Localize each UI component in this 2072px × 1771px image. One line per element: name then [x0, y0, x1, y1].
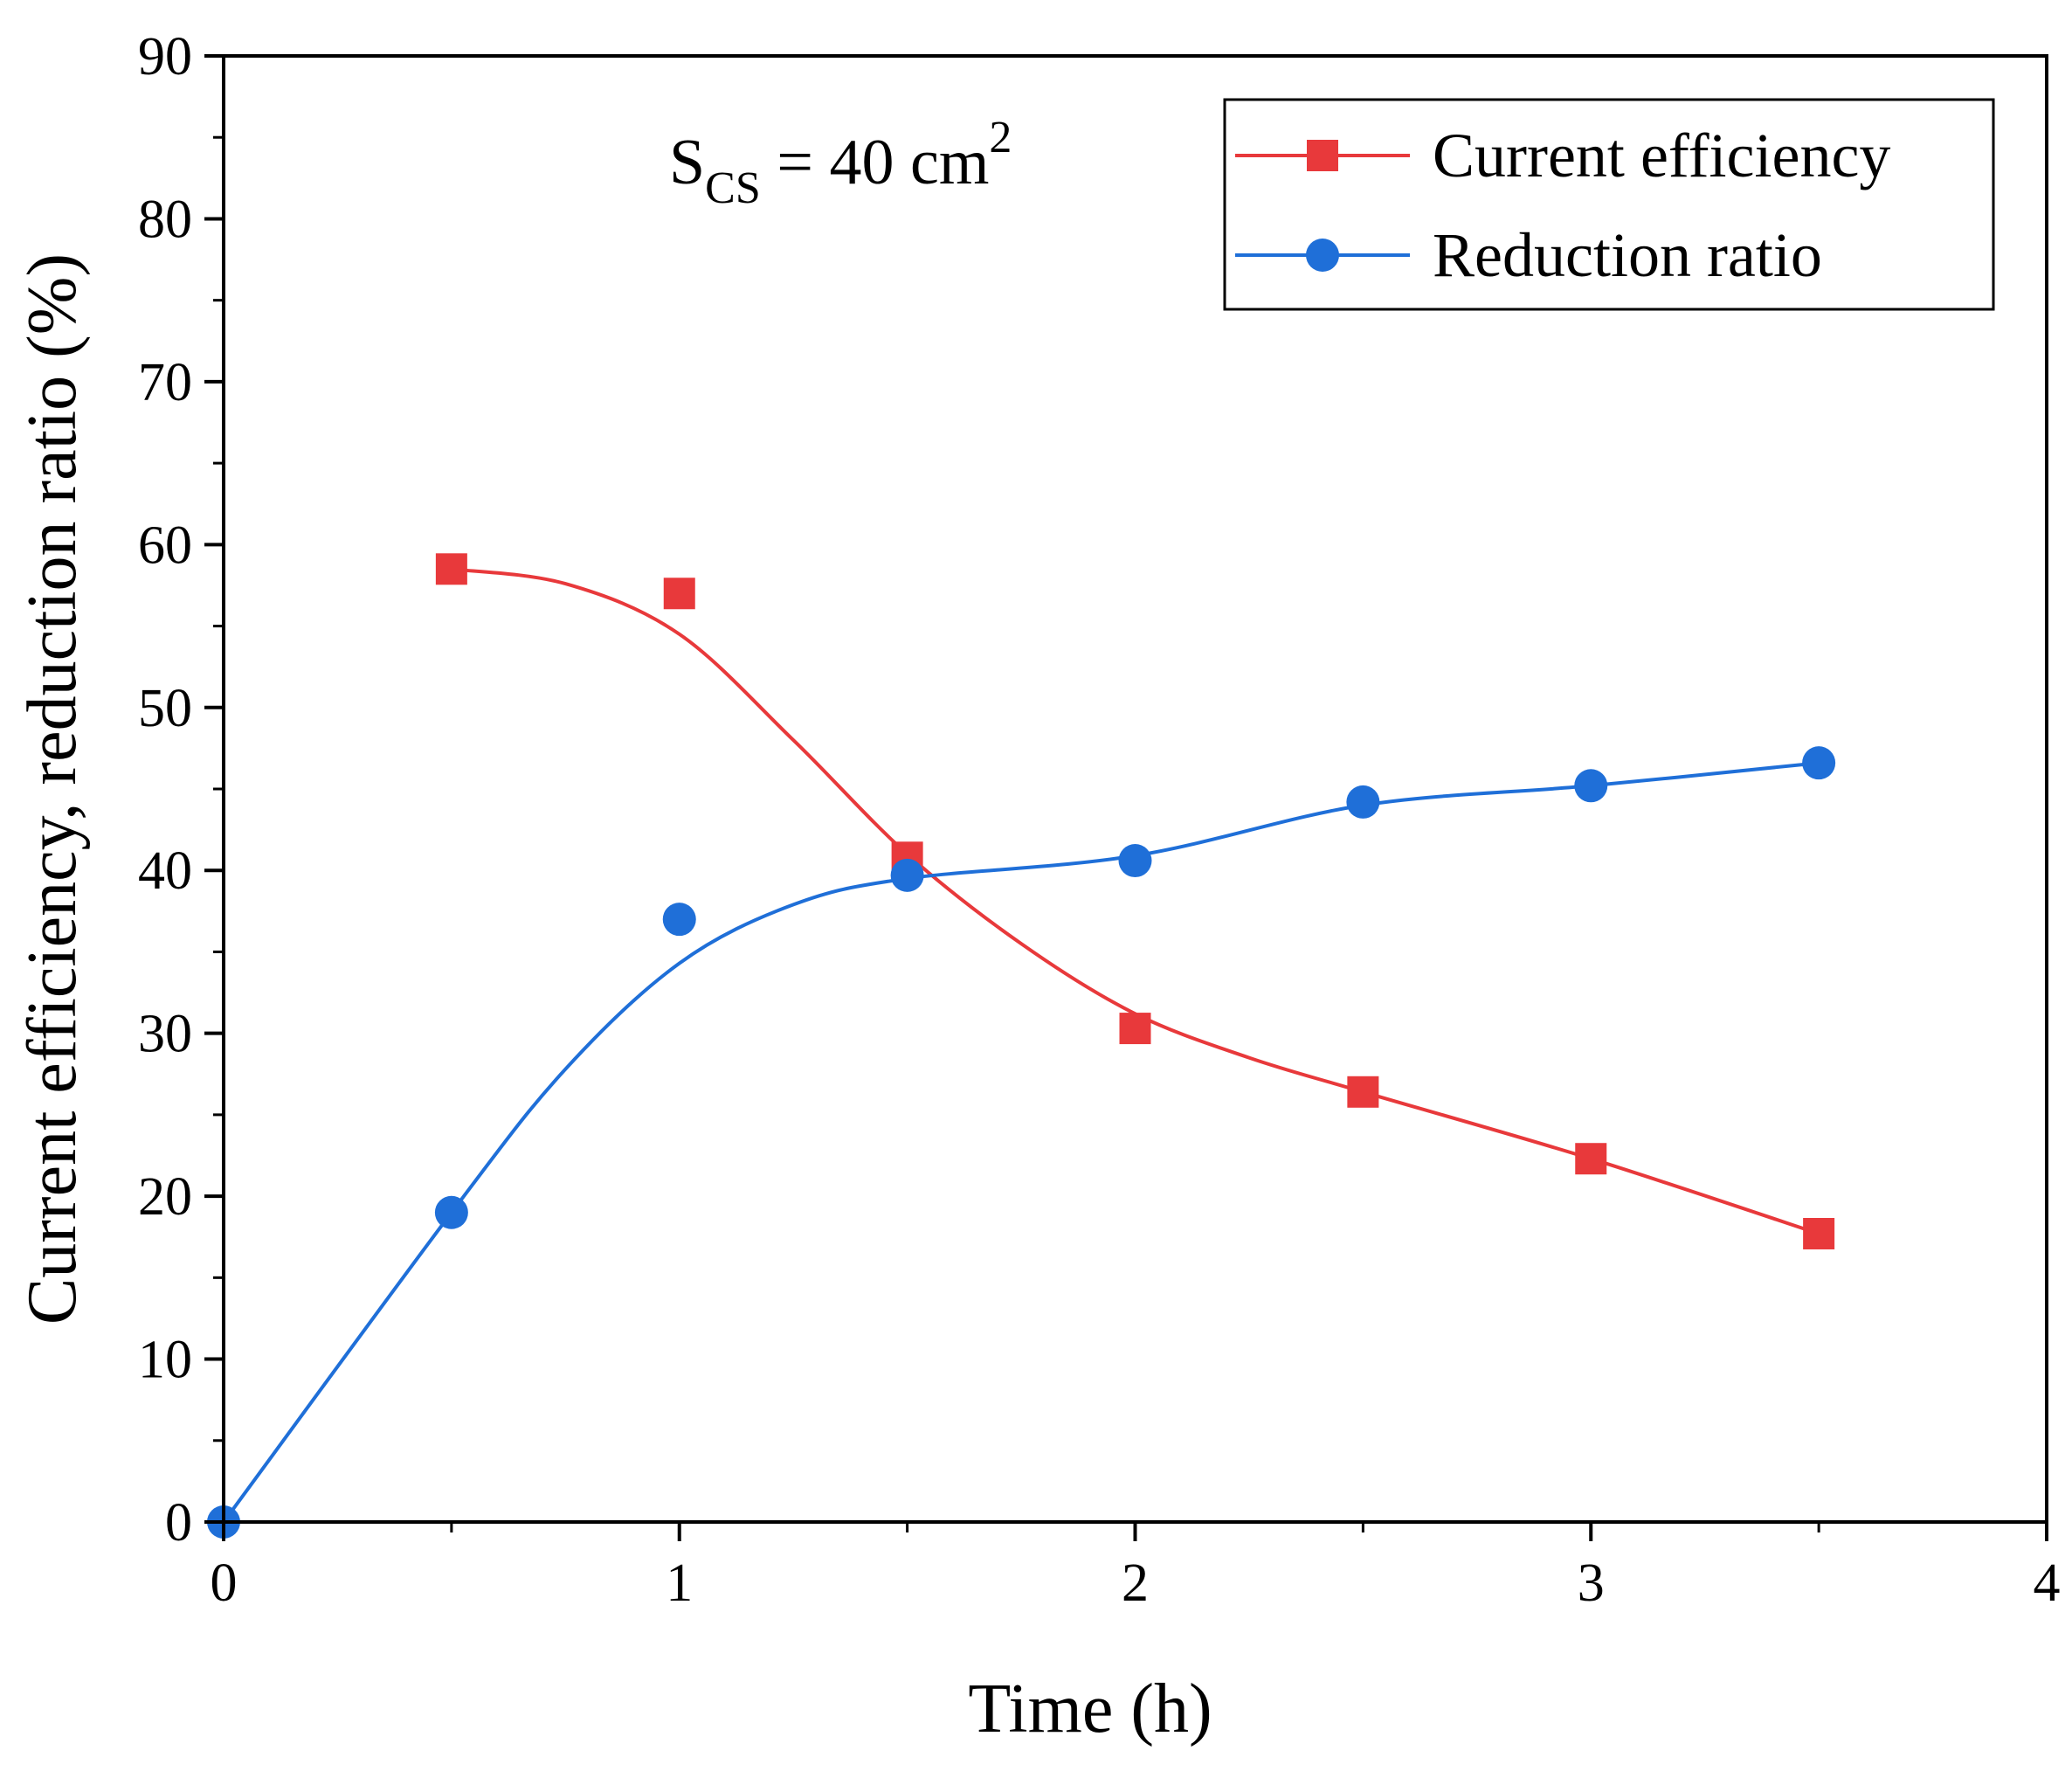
point-reduction-ratio-2 [662, 903, 696, 937]
y-tick-label-1: 10 [138, 1331, 192, 1390]
x-tick-label-2: 2 [1122, 1553, 1149, 1613]
point-reduction-ratio-6 [1574, 769, 1608, 803]
point-reduction-ratio-3 [890, 858, 924, 892]
point-current-efficiency-3 [1119, 1013, 1151, 1045]
surface-area-annotation: SCS = 40 cm2 [669, 113, 1012, 213]
point-current-efficiency-4 [1347, 1076, 1379, 1108]
x-tick-label-0: 0 [211, 1553, 238, 1613]
y-tick-label-9: 90 [138, 27, 192, 86]
legend: Current efficiency Reduction ratio [1223, 98, 1995, 311]
y-tick-label-8: 80 [138, 190, 192, 249]
x-tick-label-1: 1 [666, 1553, 693, 1613]
point-current-efficiency-0 [435, 553, 467, 585]
x-tick-label-3: 3 [1578, 1553, 1605, 1613]
point-reduction-ratio-5 [1346, 785, 1380, 819]
point-reduction-ratio-4 [1118, 844, 1152, 878]
y-tick-label-7: 70 [138, 353, 192, 412]
y-tick-label-5: 50 [138, 679, 192, 738]
point-current-efficiency-5 [1575, 1143, 1607, 1175]
annotation-rest: = 40 cm [761, 127, 990, 198]
y-tick-label-6: 60 [138, 515, 192, 575]
y-tick-label-3: 30 [138, 1005, 192, 1064]
annotation-superscript: 2 [989, 113, 1012, 163]
x-tick-label-4: 4 [2034, 1553, 2061, 1613]
series-line-current-efficiency [451, 567, 1820, 1235]
legend-marker-reduction-ratio [1306, 239, 1339, 272]
series-line-reduction-ratio [222, 761, 1820, 1524]
point-reduction-ratio-7 [1802, 746, 1836, 780]
point-reduction-ratio-1 [434, 1195, 468, 1229]
x-axis-title: Time (h) [968, 1671, 1212, 1747]
annotation-main: S [669, 127, 705, 198]
y-tick-label-0: 0 [165, 1493, 192, 1553]
y-tick-label-2: 20 [138, 1167, 192, 1227]
annotation-subscript: CS [705, 163, 761, 213]
y-axis-title: Current efficiency, reduction ratio (%) [14, 253, 91, 1325]
legend-label-current-efficiency: Current efficiency [1433, 121, 1890, 190]
legend-marker-current-efficiency [1307, 140, 1338, 171]
legend-box [1223, 98, 1995, 311]
y-tick-label-4: 40 [138, 841, 192, 901]
legend-label-reduction-ratio: Reduction ratio [1433, 220, 1822, 290]
point-current-efficiency-1 [663, 578, 695, 610]
point-current-efficiency-6 [1803, 1217, 1835, 1249]
